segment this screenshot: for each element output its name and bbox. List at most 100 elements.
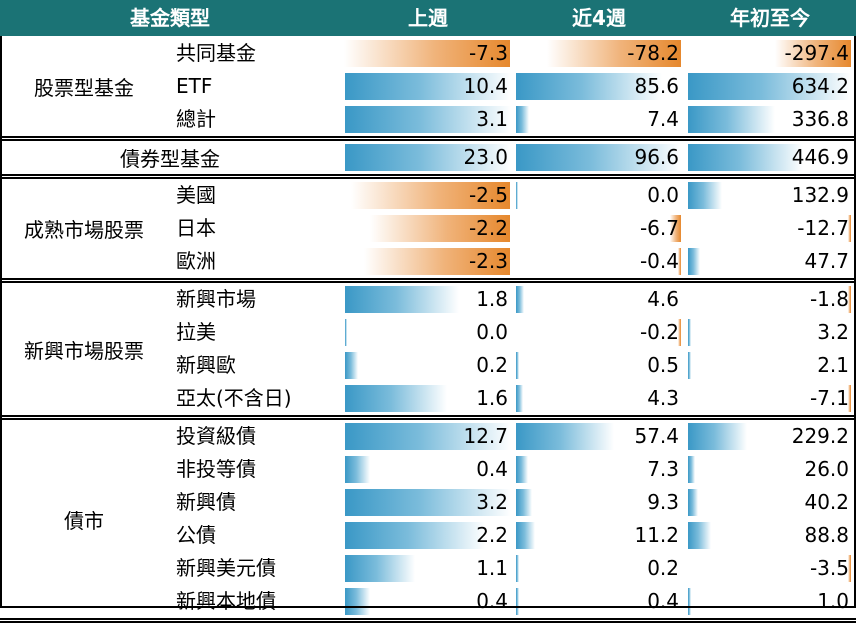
data-bar <box>688 182 723 209</box>
value-label: 1.8 <box>476 287 508 311</box>
value-label: 0.4 <box>476 589 508 613</box>
value-label: 23.0 <box>463 145 508 169</box>
row-label: 拉美 <box>176 320 216 344</box>
data-bar <box>688 588 691 615</box>
data-bar <box>516 106 529 133</box>
data-bar <box>364 248 510 275</box>
group-separator <box>0 139 856 141</box>
value-label: 7.3 <box>647 457 679 481</box>
row-label: 新興歐 <box>176 353 236 377</box>
value-label: -2.5 <box>468 183 508 207</box>
value-label: 40.2 <box>804 490 849 514</box>
value-label: -2.3 <box>468 249 508 273</box>
data-bar <box>516 588 519 615</box>
value-label: 88.8 <box>804 523 849 547</box>
header-col-ytd: 年初至今 <box>730 6 810 30</box>
value-label: 3.2 <box>476 490 508 514</box>
data-bar <box>848 385 851 412</box>
row-label: 公債 <box>176 523 216 547</box>
data-bar <box>516 385 524 412</box>
data-bar <box>516 489 532 516</box>
data-bar <box>688 423 747 450</box>
group-label: 新興市場股票 <box>24 338 144 363</box>
value-label: 2.1 <box>817 353 849 377</box>
row-label: 共同基金 <box>176 41 256 65</box>
group-label: 股票型基金 <box>34 76 134 100</box>
value-label: -0.4 <box>639 249 679 273</box>
data-bar <box>345 456 371 483</box>
data-bar <box>345 385 447 412</box>
value-label: 26.0 <box>804 457 849 481</box>
group-label: 成熟市場股票 <box>24 218 144 242</box>
value-label: 336.8 <box>791 107 849 131</box>
data-bar <box>351 182 510 209</box>
row-label: 新興美元債 <box>176 556 276 580</box>
group-separator <box>0 618 856 620</box>
value-label: 4.3 <box>647 386 679 410</box>
row-label: 總計 <box>176 107 216 131</box>
value-label: 0.2 <box>476 353 508 377</box>
value-label: -297.4 <box>784 41 849 65</box>
table-border-left <box>0 36 2 606</box>
table-header: 基金類型 上週 近4週 年初至今 <box>0 0 856 36</box>
value-label: -1.8 <box>809 287 849 311</box>
data-bar <box>547 40 681 67</box>
group-separator <box>0 174 856 176</box>
value-label: 229.2 <box>791 424 849 448</box>
data-bar <box>688 352 691 379</box>
row-label: 美國 <box>176 183 216 207</box>
data-bar <box>516 73 663 100</box>
data-bar <box>345 489 511 516</box>
group-separator <box>0 278 856 280</box>
value-label: 0.0 <box>476 320 508 344</box>
group-label: 債市 <box>64 508 104 533</box>
value-label: 7.4 <box>647 107 679 131</box>
header-col-4weeks: 近4週 <box>572 6 626 30</box>
data-bar <box>848 286 851 313</box>
data-bar <box>516 182 518 209</box>
value-label: -0.2 <box>639 320 679 344</box>
group-separator <box>0 136 856 138</box>
table-border-right <box>854 36 856 606</box>
value-label: 4.6 <box>647 287 679 311</box>
data-bar <box>678 319 681 346</box>
data-bar <box>848 555 851 582</box>
value-label: -3.5 <box>809 556 849 580</box>
data-bar <box>516 522 536 549</box>
value-label: 1.1 <box>476 556 508 580</box>
value-label: 634.2 <box>791 74 849 98</box>
group-label: 債券型基金 <box>120 147 220 171</box>
value-label: 0.0 <box>647 183 679 207</box>
data-bar <box>516 352 519 379</box>
value-label: 446.9 <box>791 145 849 169</box>
table-border-bottom <box>0 606 856 608</box>
value-label: 85.6 <box>634 74 679 98</box>
data-bar <box>344 40 510 67</box>
value-label: 0.2 <box>647 556 679 580</box>
row-label: 新興市場 <box>176 287 256 311</box>
data-bar <box>370 215 510 242</box>
group-separator <box>0 415 856 417</box>
value-label: 57.4 <box>634 424 679 448</box>
data-bar <box>345 73 511 100</box>
row-label: 投資級債 <box>176 424 256 448</box>
data-bar <box>345 319 347 346</box>
row-label: 新興本地債 <box>176 589 276 613</box>
data-bar <box>688 456 695 483</box>
data-bar <box>774 40 851 67</box>
value-label: 3.1 <box>476 107 508 131</box>
value-label: 1.6 <box>476 386 508 410</box>
value-label: -6.7 <box>639 216 679 240</box>
data-bar <box>345 106 511 133</box>
row-label: 新興債 <box>176 490 236 514</box>
value-label: -12.7 <box>797 216 849 240</box>
data-bar <box>516 555 519 582</box>
row-label: 歐洲 <box>176 249 216 273</box>
value-label: 3.2 <box>817 320 849 344</box>
data-bar <box>345 144 511 171</box>
data-bar <box>688 319 691 346</box>
value-label: 10.4 <box>463 74 508 98</box>
group-separator <box>0 177 856 179</box>
value-label: -78.2 <box>627 41 679 65</box>
